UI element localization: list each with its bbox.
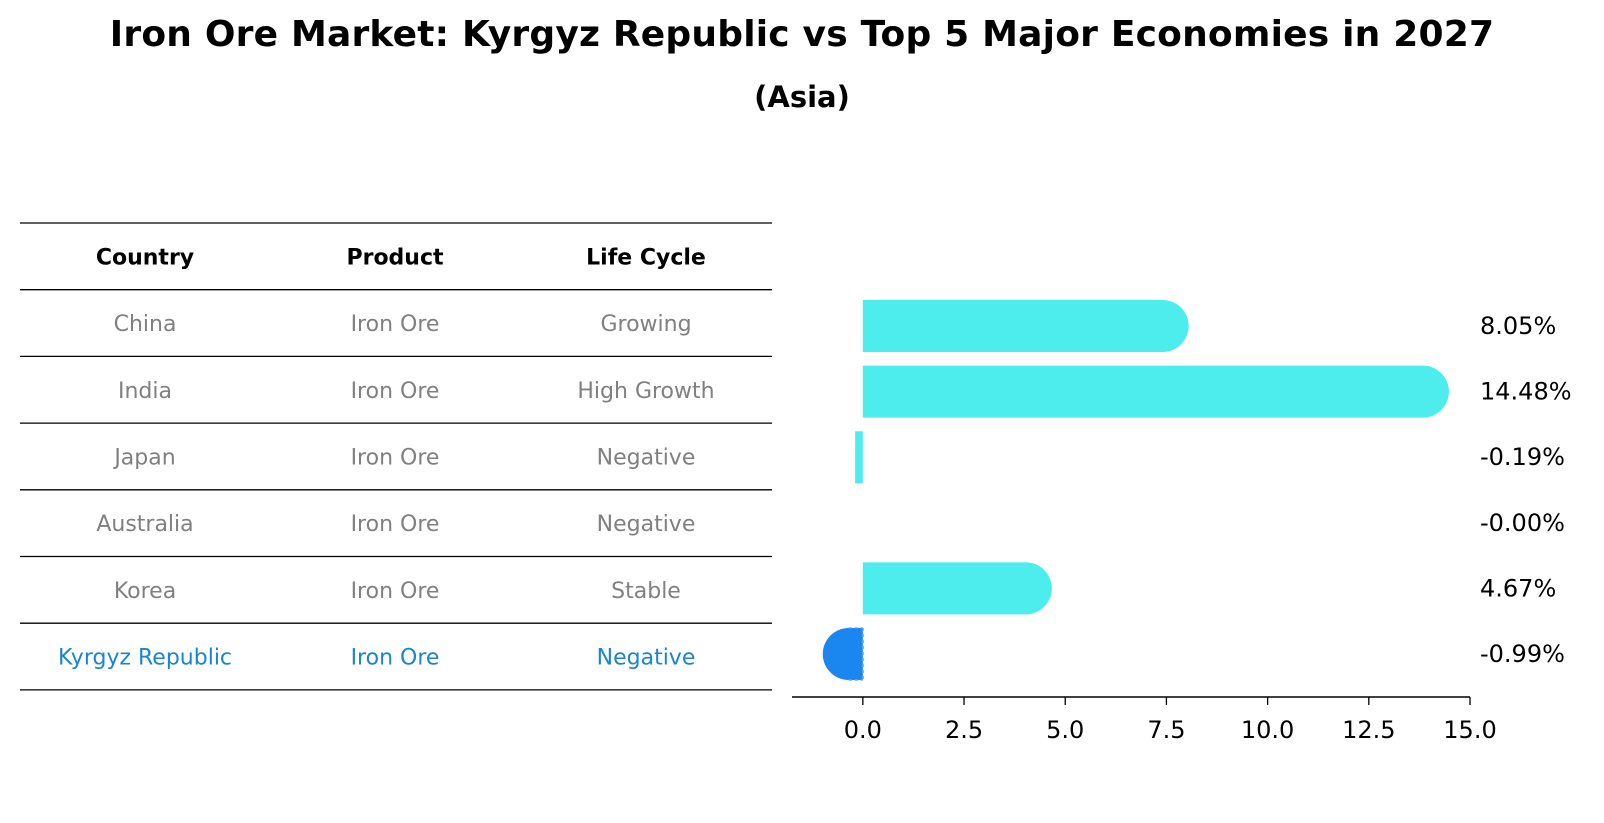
table-cell: Iron Ore xyxy=(351,445,440,470)
bar-india xyxy=(862,365,1449,418)
table-cell: High Growth xyxy=(577,379,714,404)
table-header-cell: Life Cycle xyxy=(586,245,706,270)
table-cell: Negative xyxy=(597,512,696,537)
table-cell: Iron Ore xyxy=(351,579,440,604)
x-tick-label: 2.5 xyxy=(945,716,983,744)
table-cell: Australia xyxy=(96,512,193,537)
bar-korea xyxy=(862,562,1052,615)
bar-kyrgyz-republic xyxy=(822,628,863,680)
table-header-cell: Country xyxy=(96,245,194,270)
chart-title: Iron Ore Market: Kyrgyz Republic vs Top … xyxy=(109,14,1495,55)
value-label: -0.00% xyxy=(1480,509,1565,537)
table-cell: Korea xyxy=(114,579,176,604)
table-cell: India xyxy=(118,379,172,404)
bar-japan xyxy=(855,431,863,484)
table-cell: Iron Ore xyxy=(351,379,440,404)
data-table: Country Product Life Cycle China Iron Ore Gro… xyxy=(20,222,772,691)
x-axis: 0.0 2.5 5.0 7.5 10.0 12.5 15.0 xyxy=(792,696,1497,744)
table-cell: Japan xyxy=(112,445,175,470)
table-cell: Growing xyxy=(600,312,691,337)
table-cell: Stable xyxy=(611,579,681,604)
value-labels: 8.05% 14.48% -0.19% -0.00% 4.67% -0.99% xyxy=(1480,312,1572,668)
value-label: 4.67% xyxy=(1480,574,1556,602)
value-label: 14.48% xyxy=(1480,378,1572,406)
x-tick-label: 7.5 xyxy=(1147,716,1185,744)
value-label: -0.99% xyxy=(1480,640,1565,668)
table-header-cell: Product xyxy=(346,245,444,270)
table-cell: Negative xyxy=(597,445,696,470)
table-cell: Kyrgyz Republic xyxy=(58,646,232,671)
x-tick-label: 10.0 xyxy=(1241,716,1294,744)
x-tick-label: 5.0 xyxy=(1046,716,1084,744)
x-tick-label: 15.0 xyxy=(1443,716,1496,744)
bar-plot xyxy=(822,300,1449,681)
bar-china xyxy=(862,300,1189,352)
value-label: 8.05% xyxy=(1480,312,1556,340)
x-tick-label: 0.0 xyxy=(844,716,882,744)
value-label: -0.19% xyxy=(1480,443,1565,471)
table-cell: Iron Ore xyxy=(351,646,440,671)
table-cell: Iron Ore xyxy=(351,312,440,337)
x-tick-label: 12.5 xyxy=(1342,716,1395,744)
table-cell: Negative xyxy=(597,646,696,671)
table-cell: Iron Ore xyxy=(351,512,440,537)
table-cell: China xyxy=(114,312,177,337)
chart-subtitle: (Asia) xyxy=(754,80,850,114)
